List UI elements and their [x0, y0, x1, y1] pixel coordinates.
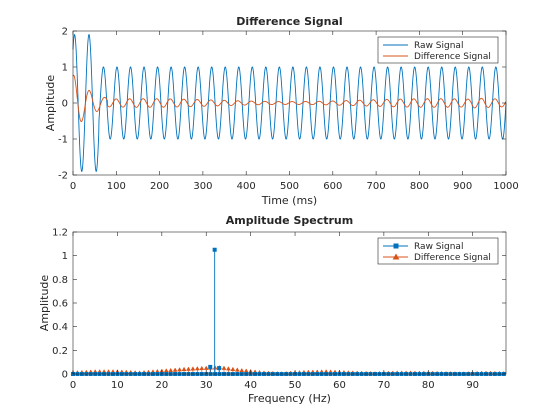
x-tick-label: 400	[237, 181, 256, 192]
series-line-raw-signal	[72, 33, 507, 173]
y-tick-label: 0.8	[52, 275, 68, 286]
difference-marker	[194, 366, 200, 371]
x-tick-label: 300	[193, 181, 212, 192]
raw-peak-marker	[212, 247, 217, 252]
y-tick-label: 1	[62, 251, 68, 262]
x-tick-label: 60	[333, 380, 346, 391]
x-tick-label: 0	[70, 380, 76, 391]
x-tick-label: 30	[200, 380, 213, 391]
raw-marker	[217, 366, 222, 371]
difference-marker	[203, 365, 209, 370]
chart-title: Difference Signal	[236, 15, 342, 28]
axes: 0 100 200 300 400 500 600 700 800 900 1000 -2 -1 0 1 2	[58, 27, 519, 193]
spectrum-chart: Amplitude Spectrum 0 10 20 30 40 50 60 70 80 9000…	[38, 214, 507, 405]
x-tick-label: 900	[453, 181, 472, 192]
y-axis-label: Amplitude	[38, 275, 51, 332]
legend-box	[377, 36, 499, 64]
chart-title: Amplitude Spectrum	[226, 214, 353, 227]
x-axis-label: Frequency (Hz)	[248, 392, 331, 405]
legend-entry-label: Difference Signal	[414, 253, 491, 263]
x-tick-label: 100	[107, 181, 126, 192]
plot-area	[70, 247, 507, 376]
x-tick-label: 80	[422, 380, 435, 391]
series-line-difference-signal	[72, 74, 507, 123]
plot-area	[72, 33, 507, 173]
legend-marker	[392, 253, 400, 260]
y-tick-label: 0	[62, 370, 68, 381]
legend-box	[377, 237, 499, 265]
y-tick-label: 1.2	[52, 228, 68, 239]
difference-marker	[190, 366, 196, 371]
x-tick-label: 1000	[493, 181, 518, 192]
x-tick-label: 700	[367, 181, 386, 192]
time-domain-chart: Difference Signal 0 100 200 300 400 500 600 700…	[44, 15, 519, 207]
y-tick-label: 2	[62, 27, 68, 38]
x-tick-label: 800	[410, 181, 429, 192]
x-tick-label: 50	[289, 380, 302, 391]
x-tick-label: 0	[70, 181, 76, 192]
y-tick-label: 0	[62, 99, 68, 110]
difference-marker	[186, 366, 191, 371]
y-tick-label: 0.4	[52, 322, 68, 333]
x-tick-label: 90	[466, 380, 479, 391]
difference-marker	[230, 366, 236, 372]
y-tick-label: 1	[62, 63, 68, 74]
x-tick-label: 20	[155, 380, 168, 391]
y-tick-label: 0.2	[52, 346, 68, 357]
difference-marker	[163, 368, 169, 373]
x-axis-label: Time (ms)	[261, 194, 317, 207]
difference-marker	[199, 365, 205, 371]
y-axis-label: Amplitude	[44, 75, 57, 132]
y-tick-label: 0.6	[52, 299, 68, 310]
difference-marker	[177, 367, 183, 372]
x-tick-label: 200	[150, 181, 169, 192]
x-tick-label: 40	[244, 380, 257, 391]
y-tick-label: -1	[58, 135, 68, 146]
difference-marker	[168, 367, 174, 373]
x-tick-label: 500	[280, 181, 299, 192]
x-tick-label: 70	[378, 380, 391, 391]
difference-marker	[172, 367, 178, 372]
legend-entry-label: Raw Signal	[414, 41, 463, 51]
difference-marker	[234, 367, 240, 372]
difference-marker	[239, 367, 245, 373]
difference-marker	[181, 366, 187, 372]
x-tick-label: 10	[111, 380, 124, 391]
difference-marker	[221, 365, 227, 370]
axes: 0 10 20 30 40 50 60 70 80 90 0 0.2 0.4 0.6 0.8 1 1.2	[52, 228, 507, 391]
difference-marker	[243, 368, 249, 373]
y-tick-label: -2	[58, 171, 68, 182]
legend-entry-label: Raw Signal	[414, 242, 463, 252]
legend-marker	[393, 243, 399, 249]
raw-marker	[208, 364, 213, 369]
x-tick-label: 600	[323, 181, 342, 192]
difference-marker	[226, 366, 231, 371]
legend-entry-label: Difference Signal	[414, 52, 491, 62]
